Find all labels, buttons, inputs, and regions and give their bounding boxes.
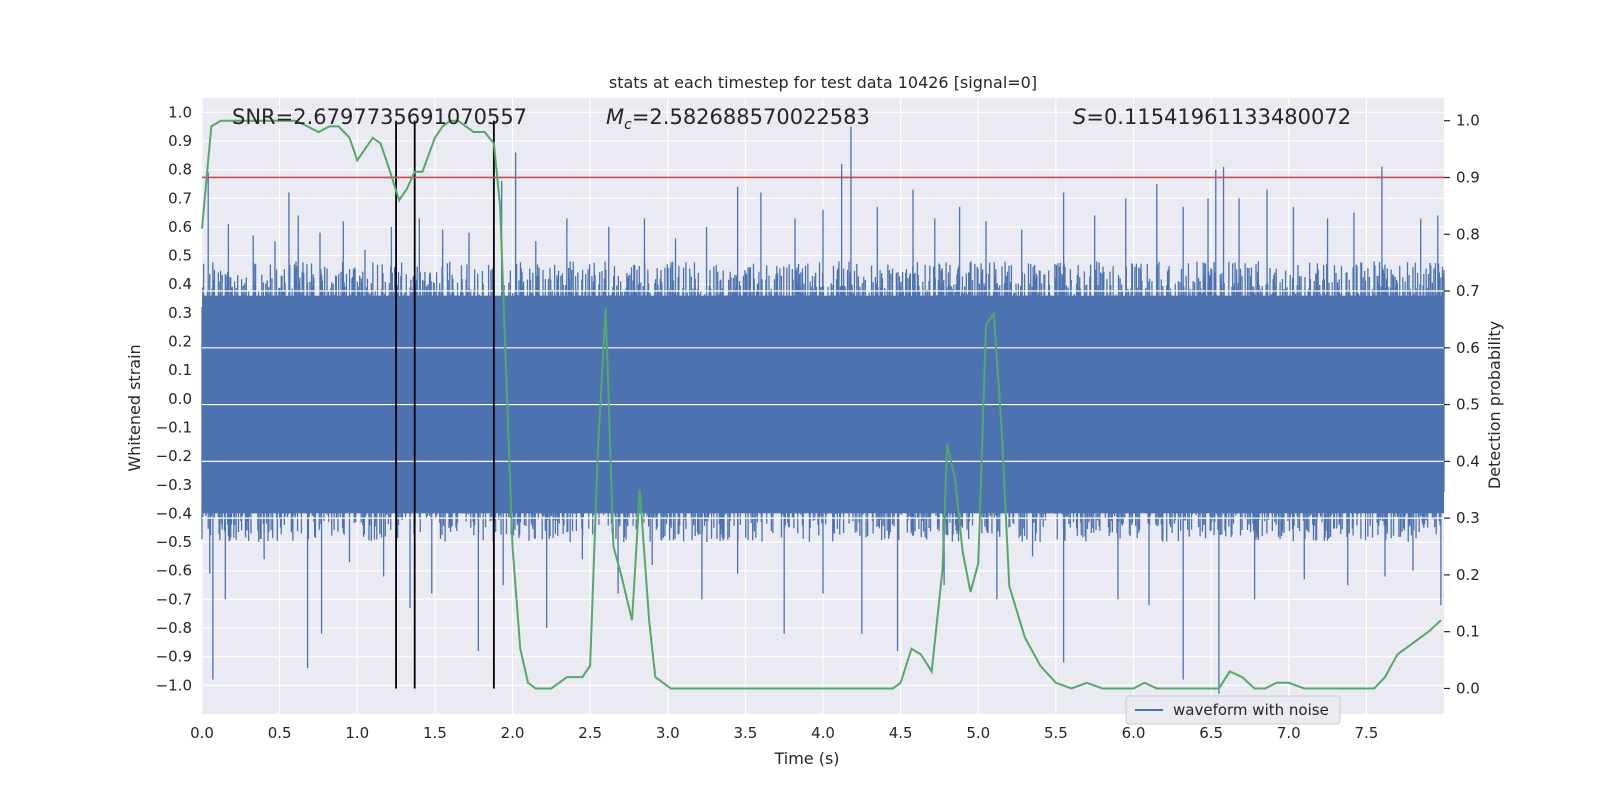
legend-box [1125, 695, 1341, 725]
y-tick-label: 0.2 [168, 333, 192, 351]
x-tick-label: 1.5 [423, 724, 447, 742]
y2-tick-label: 1.0 [1456, 112, 1480, 130]
vertical-markers [395, 120, 495, 689]
x-tick-label: 5.0 [966, 724, 990, 742]
y-axis-label: Whitened strain [125, 344, 144, 471]
y2-tick-label: 0.0 [1456, 679, 1480, 697]
y2-axis-ticks: 0.0 0.1 0.2 0.3 0.4 0.5 0.6 0.7 0.8 0.9 1.0 [1444, 112, 1480, 697]
y2-tick-label: 0.1 [1456, 623, 1480, 641]
probability-series [201, 119, 1442, 690]
y-tick-label: −0.9 [156, 648, 192, 666]
y-tick-label: 1.0 [168, 103, 192, 121]
y-tick-label: 0.3 [168, 304, 192, 322]
y-tick-label: 0.5 [168, 247, 192, 265]
y2-tick-label: 0.6 [1456, 339, 1480, 357]
chirp-mass-symbol: M [606, 105, 624, 129]
y2-axis-label: Detection probability [1485, 321, 1504, 489]
snr-annotation: SNR=2.6797735691070557 [232, 105, 527, 129]
y2-tick-label: 0.7 [1456, 282, 1480, 300]
y-tick-label: −0.6 [156, 562, 192, 580]
y2-tick-label: 0.5 [1456, 396, 1480, 414]
legend-label-waveform: waveform with noise [1173, 701, 1329, 719]
y-tick-label: 0.4 [168, 275, 192, 293]
y-tick-label: 0.1 [168, 361, 192, 379]
y-tick-label: −0.3 [156, 476, 192, 494]
chirp-mass-subscript: c [624, 117, 632, 133]
x-tick-label: 6.5 [1199, 724, 1223, 742]
legend: waveform with noise [1125, 695, 1341, 725]
chirp-mass-value: =2.582688570022583 [632, 105, 870, 129]
y-tick-label: −0.2 [156, 447, 192, 465]
x-tick-label: 0.5 [268, 724, 292, 742]
x-tick-label: 7.5 [1354, 724, 1378, 742]
x-tick-label: 3.0 [656, 724, 680, 742]
y2-tick-label: 0.8 [1456, 225, 1480, 243]
y-tick-label: −0.5 [156, 533, 192, 551]
y2-tick-label: 0.4 [1456, 452, 1480, 470]
waveform-series [201, 126, 1445, 694]
x-tick-label: 1.0 [345, 724, 369, 742]
x-tick-label: 0.0 [190, 724, 214, 742]
y-tick-label: 0.0 [168, 390, 192, 408]
y-tick-label: −0.4 [156, 504, 192, 522]
s-value: =0.11541961133480072 [1086, 105, 1351, 129]
x-axis-label: Time (s) [773, 749, 839, 768]
y-tick-label: 0.7 [168, 189, 192, 207]
y-tick-label: −0.8 [156, 619, 192, 637]
y-tick-label: −0.7 [156, 590, 192, 608]
x-tick-label: 4.0 [811, 724, 835, 742]
chirp-mass-annotation: Mc=2.582688570022583 [606, 105, 870, 133]
y-tick-label: 0.8 [168, 161, 192, 179]
y-tick-label: −1.0 [156, 676, 192, 694]
x-tick-label: 6.0 [1122, 724, 1146, 742]
s-annotation: S=0.11541961133480072 [1073, 105, 1351, 129]
s-symbol: S [1073, 105, 1086, 129]
x-tick-label: 5.5 [1044, 724, 1068, 742]
y-tick-label: −0.1 [156, 418, 192, 436]
probability-line [201, 119, 1442, 690]
x-tick-label: 2.5 [578, 724, 602, 742]
x-axis-ticks: 0.0 0.5 1.0 1.5 2.0 2.5 3.0 3.5 4.0 4.5 5.0 5.5 6.0 6… [190, 724, 1378, 742]
y2-tick-label: 0.2 [1456, 566, 1480, 584]
y-tick-label: 0.9 [168, 132, 192, 150]
y2-tick-label: 0.3 [1456, 509, 1480, 527]
y-tick-label: 0.6 [168, 218, 192, 236]
x-tick-label: 3.5 [733, 724, 757, 742]
x-tick-label: 2.0 [501, 724, 525, 742]
chart-title: stats at each timestep for test data 104… [609, 73, 1037, 92]
x-tick-label: 4.5 [889, 724, 913, 742]
x-tick-label: 7.0 [1277, 724, 1301, 742]
y2-tick-label: 0.9 [1456, 168, 1480, 186]
y-axis-ticks: −1.0 −0.9 −0.8 −0.7 −0.6 −0.5 −0.4 −0.3 −0.2 −0.1… [156, 103, 192, 694]
